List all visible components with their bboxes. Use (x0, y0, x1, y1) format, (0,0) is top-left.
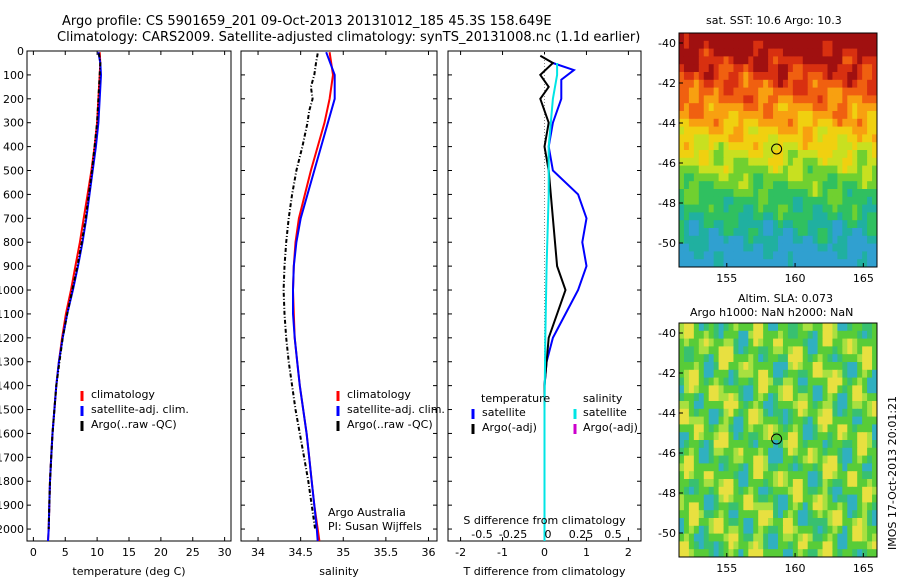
sst-map-title: sat. SST: 10.6 Argo: 10.3 (706, 14, 842, 27)
top-tick-label: -0.25 (499, 528, 527, 541)
map-y-tick-label: -50 (658, 237, 676, 250)
series-line-satellite (543, 63, 559, 541)
legend-label: Argo(-adj) (482, 421, 537, 434)
legend-label: satellite (583, 406, 627, 419)
y-tick-label: 900 (3, 260, 24, 273)
argo-float-marker (771, 143, 783, 155)
argo-float-marker (771, 433, 783, 445)
y-tick-label: 1400 (0, 380, 24, 393)
y-tick-label: 600 (3, 188, 24, 201)
y-tick-label: 1600 (0, 427, 24, 440)
x-tick-label: 35 (336, 546, 350, 559)
x-tick-label: -2 (455, 546, 466, 559)
legend-label: climatology (91, 388, 155, 401)
attribution-text: PI: Susan Wijffels (328, 520, 422, 533)
sla-map-raster (679, 323, 878, 558)
map-y-tick-label: -44 (658, 117, 676, 130)
y-tick-label: 100 (3, 69, 24, 82)
sla-map-title-line2: Argo h1000: NaN h2000: NaN (690, 306, 854, 319)
y-tick-label: 800 (3, 236, 24, 249)
sst-map-raster (679, 33, 878, 268)
legend-label: Argo(-adj) (583, 421, 638, 434)
map-x-tick-label: 155 (716, 562, 737, 575)
x-tick-label: 36 (421, 546, 435, 559)
top-tick-label: 0.25 (569, 528, 594, 541)
map-y-tick-label: -42 (658, 367, 676, 380)
y-tick-label: 400 (3, 141, 24, 154)
sst-map-frame (678, 32, 878, 268)
x-tick-label: 34 (251, 546, 265, 559)
x-tick-label: 2 (625, 546, 632, 559)
top-tick-label: 0.5 (604, 528, 622, 541)
legend-label: satellite-adj. clim. (347, 403, 445, 416)
series-line-argo-adj- (538, 54, 567, 541)
y-tick-label: 1200 (0, 332, 24, 345)
figure-title-line2: Climatology: CARS2009. Satellite-adjuste… (57, 30, 641, 45)
legend-label: Argo(..raw -QC) (91, 418, 177, 431)
y-tick-label: 500 (3, 165, 24, 178)
y-tick-label: 1100 (0, 308, 24, 321)
top-axis-label: S difference from climatology (463, 514, 626, 527)
y-tick-label: 1300 (0, 356, 24, 369)
x-axis-label: temperature (deg C) (72, 565, 185, 578)
y-tick-label: 1900 (0, 499, 24, 512)
legend-label: satellite-adj. clim. (91, 403, 189, 416)
y-tick-label: 1700 (0, 451, 24, 464)
top-tick-label: -0.5 (471, 528, 492, 541)
y-tick-label: 1800 (0, 475, 24, 488)
plot-frame-1 (26, 50, 232, 542)
x-axis-label: salinity (319, 565, 359, 578)
x-tick-label: 20 (154, 546, 168, 559)
map-x-tick-label: 160 (785, 562, 806, 575)
x-tick-label: -1 (497, 546, 508, 559)
y-tick-label: 1000 (0, 284, 24, 297)
legend-label: satellite (482, 406, 526, 419)
map-x-tick-label: 155 (716, 272, 737, 285)
map-x-tick-label: 165 (853, 272, 874, 285)
x-tick-label: 15 (122, 546, 136, 559)
y-tick-label: 200 (3, 93, 24, 106)
series-line-satellite-adj-clim- (292, 51, 336, 542)
series-line-argo-raw-qc- (282, 53, 319, 530)
y-tick-label: 2000 (0, 523, 24, 536)
map-x-tick-label: 165 (853, 562, 874, 575)
map-y-tick-label: -42 (658, 77, 676, 90)
x-tick-label: 35.5 (374, 546, 399, 559)
x-tick-label: 34.5 (288, 546, 313, 559)
sla-map-title-line1: Altim. SLA: 0.073 (738, 292, 834, 305)
x-axis-label: T difference from climatology (463, 565, 626, 578)
map-y-tick-label: -46 (658, 157, 676, 170)
top-tick-label: 0 (545, 528, 552, 541)
y-tick-label: 700 (3, 212, 24, 225)
x-tick-label: 1 (583, 546, 590, 559)
legend-header-salinity: salinity (583, 392, 623, 405)
legend-header-temperature: temperature (481, 392, 550, 405)
map-y-tick-label: -44 (658, 407, 676, 420)
map-y-tick-label: -40 (658, 37, 676, 50)
x-tick-label: 10 (90, 546, 104, 559)
map-y-tick-label: -40 (658, 327, 676, 340)
figure-title-line1: Argo profile: CS 5901659_201 09-Oct-2013… (62, 14, 552, 29)
x-tick-label: 25 (186, 546, 200, 559)
map-y-tick-label: -50 (658, 527, 676, 540)
series-line-argo-raw-qc- (47, 53, 102, 530)
x-tick-label: 5 (62, 546, 69, 559)
legend-label: climatology (347, 388, 411, 401)
map-y-tick-label: -48 (658, 487, 676, 500)
legend-label: Argo(..raw -QC) (347, 418, 433, 431)
y-tick-label: 0 (17, 45, 24, 58)
y-tick-label: 1500 (0, 404, 24, 417)
x-tick-label: 0 (541, 546, 548, 559)
map-x-tick-label: 160 (785, 272, 806, 285)
attribution-text: Argo Australia (328, 506, 406, 519)
x-tick-label: 30 (218, 546, 232, 559)
map-y-tick-label: -48 (658, 197, 676, 210)
map-y-tick-label: -46 (658, 447, 676, 460)
plot-frame-2 (240, 50, 438, 542)
sla-map-frame (678, 322, 878, 558)
y-tick-label: 300 (3, 117, 24, 130)
x-tick-label: 0 (30, 546, 37, 559)
